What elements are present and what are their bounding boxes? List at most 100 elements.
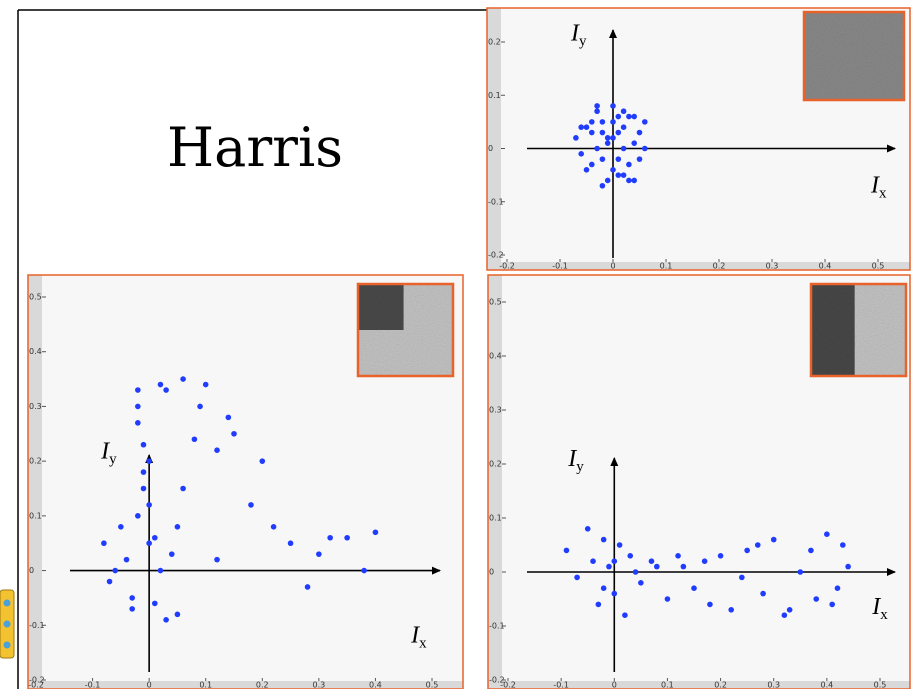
scatter-point (600, 183, 606, 189)
scatter-point (642, 119, 648, 125)
scatter-point (637, 156, 643, 162)
scatter-point (594, 108, 600, 114)
scatter-point (840, 542, 846, 548)
scatter-point (626, 178, 632, 184)
scatter-point (829, 602, 835, 608)
chart: 0.50.40.30.20.10-0.1-0.2-0.2-0.100.10.20… (28, 275, 463, 689)
inset-image (811, 284, 906, 376)
scatter-point (146, 540, 152, 546)
scatter-point (638, 580, 644, 586)
side-icon (0, 590, 14, 658)
y-tick-label: 0 (488, 144, 493, 153)
scatter-point (214, 447, 220, 453)
scatter-point (621, 124, 627, 130)
scatter-point (231, 431, 237, 437)
scatter-point (606, 564, 612, 570)
axis-strip (488, 681, 910, 689)
scatter-point (259, 458, 265, 464)
x-tick-label: -0.1 (553, 681, 569, 689)
scatter-point (248, 502, 254, 508)
scatter-point (605, 140, 611, 146)
scatter-point (585, 526, 591, 532)
scatter-point (578, 124, 584, 130)
y-tick-label: -0.1 (488, 197, 504, 206)
scatter-point (305, 584, 311, 590)
x-tick-label: 0.4 (820, 681, 833, 689)
scatter-point (226, 415, 232, 421)
scatter-point (824, 531, 830, 537)
scatter-point (621, 146, 627, 152)
scatter-point (573, 135, 579, 141)
scatter-point (622, 612, 628, 618)
y-tick-label: 0.2 (29, 457, 42, 466)
scatter-point (601, 585, 607, 591)
y-tick-label: 0 (489, 568, 494, 577)
inset-dark (358, 284, 404, 330)
scatter-point (197, 404, 203, 410)
scatter-point (135, 404, 141, 410)
y-axis-label-subscript: y (576, 459, 584, 475)
scatter-point (611, 558, 617, 564)
y-tick-label: 0.1 (488, 91, 501, 100)
inset-light (804, 12, 904, 100)
scatter-point (835, 585, 841, 591)
scatter-point (718, 553, 724, 559)
x-axis-label-subscript: x (880, 607, 888, 623)
scatter-point (610, 119, 616, 125)
axis-strip (487, 8, 501, 270)
slide-title: Harris (167, 116, 343, 179)
scatter-point (601, 537, 607, 543)
scatter-point (626, 162, 632, 168)
scatter-point (180, 486, 186, 492)
x-tick-label: 0.1 (199, 681, 212, 689)
scatter-point (135, 420, 141, 426)
scatter-point (107, 579, 113, 585)
y-tick-label: -0.1 (29, 621, 45, 630)
scatter-point (617, 542, 623, 548)
x-tick-label: -0.2 (500, 681, 516, 689)
scatter-point (605, 135, 611, 141)
scatter-point (665, 596, 671, 602)
scatter-point (584, 167, 590, 173)
scatter-point (755, 542, 761, 548)
slide: Harris 0.20.10-0.1-0.2-0.2-0.100.10.20.3… (0, 0, 920, 689)
x-tick-label: 0.1 (660, 262, 673, 271)
y-tick-label: 0.4 (489, 352, 502, 361)
scatter-point (596, 602, 602, 608)
x-tick-label: 0.1 (661, 681, 674, 689)
x-tick-label: -0.1 (552, 262, 568, 271)
y-tick-label: 0.4 (29, 347, 42, 356)
x-tick-label: 0.4 (369, 681, 382, 689)
scatter-point (633, 569, 639, 575)
scatter-point (616, 156, 622, 162)
scatter-point (631, 140, 637, 146)
scatter-point (112, 568, 118, 574)
y-axis-label-subscript: y (109, 452, 117, 468)
scatter-point (590, 558, 596, 564)
y-tick-label: 0.2 (488, 38, 501, 47)
scatter-point (626, 114, 632, 120)
scatter-point (135, 513, 141, 519)
y-tick-label: 0.5 (29, 293, 42, 302)
scatter-point (163, 387, 169, 393)
scatter-point (605, 178, 611, 184)
scatter-point (578, 151, 584, 157)
x-tick-label: 0.5 (426, 681, 439, 689)
scatter-point (797, 569, 803, 575)
scatter-point (610, 103, 616, 109)
scatter-point (135, 387, 141, 393)
scatter-point (744, 548, 750, 554)
x-tick-label: 0.4 (819, 262, 832, 271)
scatter-point (739, 575, 745, 581)
y-tick-label: 0.2 (489, 460, 502, 469)
x-tick-label: 0.3 (767, 681, 780, 689)
scatter-point (271, 524, 277, 530)
scatter-point (175, 612, 181, 618)
scatter-point (124, 557, 130, 563)
scatter-point (813, 596, 819, 602)
scatter-point (192, 436, 198, 442)
scatter-point (760, 591, 766, 597)
scatter-point (616, 172, 622, 178)
